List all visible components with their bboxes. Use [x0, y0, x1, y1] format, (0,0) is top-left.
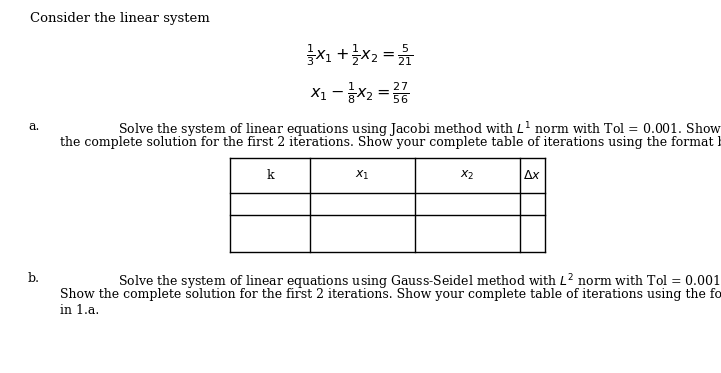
Text: Solve the system of linear equations using Gauss-Seidel method with $L^2$ norm w: Solve the system of linear equations usi… — [118, 272, 721, 292]
Text: Show the complete solution for the first 2 iterations. Show your complete table : Show the complete solution for the first… — [60, 288, 721, 301]
Text: $x_2$: $x_2$ — [460, 169, 474, 182]
Text: $\frac{1}{3}x_1 + \frac{1}{2}x_2 = \frac{5}{21}$: $\frac{1}{3}x_1 + \frac{1}{2}x_2 = \frac… — [306, 42, 414, 68]
Text: $\Delta x$: $\Delta x$ — [523, 169, 541, 182]
Text: the complete solution for the first 2 iterations. Show your complete table of it: the complete solution for the first 2 it… — [60, 136, 721, 149]
Text: Consider the linear system: Consider the linear system — [30, 12, 210, 25]
Text: in 1.a.: in 1.a. — [60, 304, 99, 317]
Text: $x_1 - \frac{1}{8}x_2 = \frac{27}{56}$: $x_1 - \frac{1}{8}x_2 = \frac{27}{56}$ — [311, 80, 410, 106]
Text: $x_1$: $x_1$ — [355, 169, 370, 182]
Text: k: k — [266, 169, 274, 182]
Text: a.: a. — [28, 120, 40, 133]
Text: Solve the system of linear equations using Jacobi method with $L^1$ norm with To: Solve the system of linear equations usi… — [118, 120, 721, 140]
Text: b.: b. — [28, 272, 40, 285]
